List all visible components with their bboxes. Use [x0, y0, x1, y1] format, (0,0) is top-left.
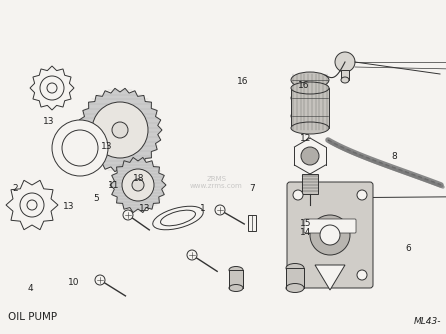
- FancyBboxPatch shape: [287, 182, 373, 288]
- Circle shape: [132, 179, 144, 191]
- Circle shape: [122, 169, 154, 201]
- Circle shape: [293, 190, 303, 200]
- Ellipse shape: [341, 77, 349, 83]
- Text: ML43-: ML43-: [413, 317, 441, 326]
- Polygon shape: [110, 157, 166, 212]
- Bar: [286, 268, 304, 288]
- Circle shape: [52, 120, 108, 176]
- Text: 6: 6: [405, 244, 411, 253]
- Text: 16: 16: [297, 81, 309, 90]
- Circle shape: [301, 147, 319, 165]
- Text: 8: 8: [392, 153, 397, 161]
- Polygon shape: [315, 265, 345, 290]
- Ellipse shape: [291, 82, 329, 94]
- Circle shape: [187, 250, 197, 260]
- Circle shape: [62, 130, 98, 166]
- Text: 18: 18: [132, 174, 144, 183]
- Circle shape: [215, 205, 225, 215]
- Circle shape: [112, 122, 128, 138]
- Text: 16: 16: [237, 77, 249, 86]
- Text: 4: 4: [28, 285, 33, 293]
- Ellipse shape: [291, 90, 329, 106]
- Ellipse shape: [286, 284, 304, 293]
- Text: 13: 13: [63, 202, 75, 211]
- Bar: [302, 174, 318, 194]
- Circle shape: [27, 200, 37, 210]
- Text: 13: 13: [139, 204, 151, 213]
- Ellipse shape: [229, 285, 243, 292]
- Text: 15: 15: [300, 219, 311, 228]
- Text: 13: 13: [101, 143, 113, 151]
- Text: 7: 7: [249, 184, 255, 193]
- Text: 2: 2: [13, 184, 18, 193]
- Text: 1: 1: [200, 204, 206, 213]
- Ellipse shape: [291, 122, 329, 134]
- Text: 12: 12: [300, 134, 311, 143]
- Circle shape: [357, 190, 367, 200]
- Text: ZRMS
www.zrms.com: ZRMS www.zrms.com: [190, 176, 243, 188]
- Ellipse shape: [229, 267, 243, 274]
- Ellipse shape: [286, 264, 304, 273]
- Bar: [248, 215, 256, 231]
- Bar: [229, 270, 243, 288]
- Ellipse shape: [291, 72, 329, 88]
- Circle shape: [95, 275, 105, 285]
- Ellipse shape: [153, 206, 203, 230]
- Polygon shape: [30, 66, 74, 110]
- Text: 13: 13: [43, 118, 55, 126]
- Polygon shape: [6, 180, 58, 230]
- Text: 10: 10: [68, 278, 79, 287]
- Text: 11: 11: [108, 181, 120, 190]
- Text: 14: 14: [300, 228, 311, 236]
- Circle shape: [47, 83, 57, 93]
- Circle shape: [320, 225, 340, 245]
- Circle shape: [335, 52, 355, 72]
- Ellipse shape: [291, 108, 329, 124]
- Bar: [341, 70, 349, 80]
- Polygon shape: [78, 88, 162, 172]
- Circle shape: [310, 215, 350, 255]
- Circle shape: [357, 270, 367, 280]
- Text: OIL PUMP: OIL PUMP: [8, 312, 57, 322]
- Bar: [291, 88, 329, 128]
- FancyBboxPatch shape: [304, 219, 356, 233]
- Circle shape: [293, 270, 303, 280]
- Circle shape: [123, 210, 133, 220]
- Text: 5: 5: [93, 194, 99, 203]
- Circle shape: [40, 76, 64, 100]
- Circle shape: [20, 193, 44, 217]
- Ellipse shape: [161, 210, 195, 226]
- Circle shape: [92, 102, 148, 158]
